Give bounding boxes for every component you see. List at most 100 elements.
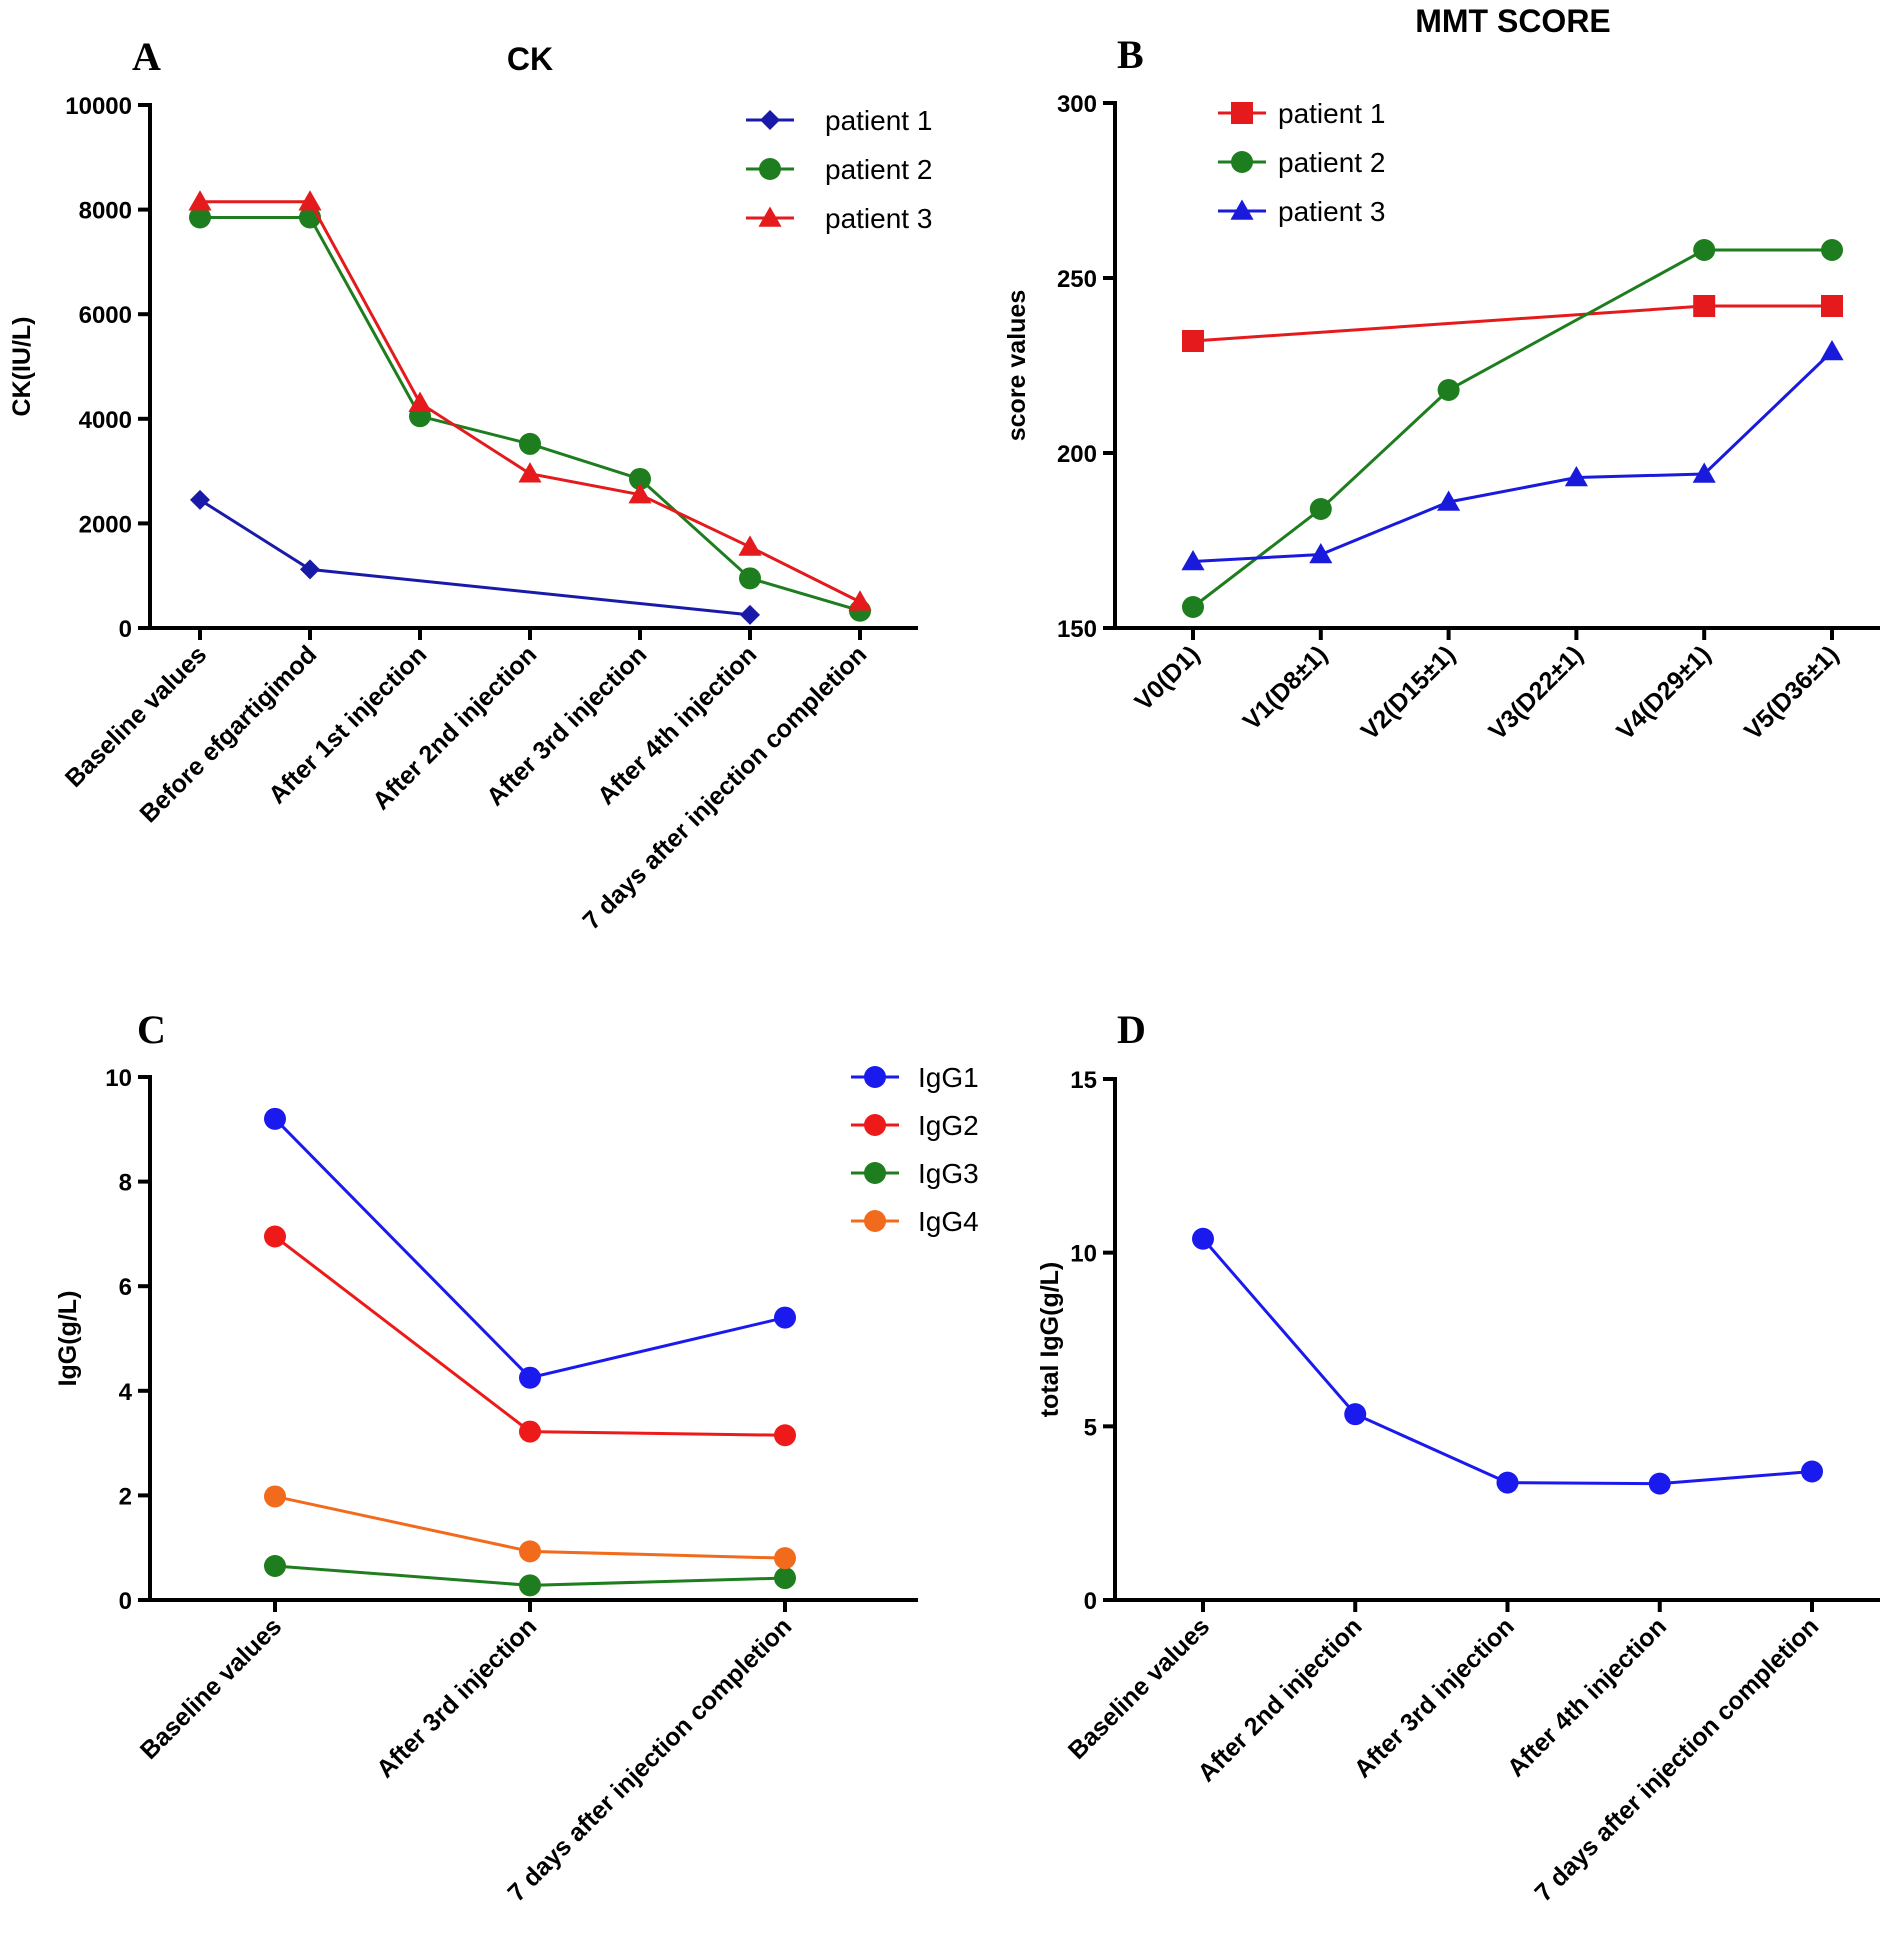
y-axis-title: score values (1003, 290, 1031, 442)
series-patient-1 (1182, 295, 1843, 352)
x-tick-label: After 4th injection (1502, 1612, 1672, 1782)
data-point (1309, 498, 1332, 520)
data-point (1181, 549, 1205, 571)
data-point (1309, 542, 1333, 564)
y-tick-label: 300 (1057, 91, 1097, 118)
data-point (519, 1540, 541, 1563)
x-tick-label: V3(D22±1) (1483, 640, 1588, 745)
y-tick-label: 0 (1084, 1588, 1097, 1615)
data-point (1692, 462, 1716, 483)
data-point (519, 1366, 541, 1389)
data-point (264, 1555, 286, 1578)
y-axis-title: CK(IU/L) (8, 317, 36, 417)
data-point (629, 467, 651, 490)
data-point (628, 483, 652, 504)
x-tick-label: Baseline values (135, 1612, 287, 1764)
y-tick-label: 6 (119, 1274, 132, 1301)
y-tick-label: 150 (1057, 616, 1097, 643)
series-line (1192, 248, 1832, 609)
data-point (1437, 490, 1461, 511)
x-tick-label: V5(D36±1) (1739, 640, 1844, 745)
legend-marker (760, 110, 780, 130)
series-total-igg (1192, 1227, 1823, 1495)
legend-label: patient 3 (825, 203, 932, 234)
y-tick-label: 0 (119, 616, 132, 643)
legend-item: IgG1 (851, 1062, 979, 1093)
data-point (1344, 1403, 1367, 1426)
panel-letter: B (1117, 32, 1144, 77)
legend-item: IgG4 (851, 1206, 979, 1237)
data-point (518, 462, 542, 483)
y-tick-label: 10 (1070, 1241, 1097, 1268)
legend-item: patient 1 (746, 105, 932, 136)
data-point (774, 1306, 796, 1329)
x-tick-label: 7 days after injection completion (502, 1612, 797, 1907)
data-point (264, 1107, 286, 1130)
y-axis-title: IgG(g/L) (54, 1291, 82, 1387)
y-tick-label: 4 (119, 1379, 133, 1406)
data-point (1496, 1471, 1519, 1494)
legend-label: patient 2 (1278, 147, 1385, 178)
data-point (264, 1485, 286, 1508)
legend-label: IgG1 (918, 1062, 979, 1093)
data-point (188, 190, 212, 211)
series-igg2 (264, 1225, 796, 1447)
x-tick-label: V2(D15±1) (1356, 640, 1461, 745)
panel-letter: A (132, 34, 161, 79)
legend-label: patient 3 (1278, 196, 1385, 227)
y-tick-label: 6000 (79, 302, 132, 329)
legend-marker (759, 158, 781, 180)
legend-item: patient 3 (746, 203, 932, 234)
y-tick-label: 8000 (79, 198, 132, 225)
series-line (1192, 304, 1832, 343)
panel-letter: D (1117, 1007, 1146, 1052)
chart-title: MMT SCORE (1415, 3, 1611, 39)
data-point (1182, 596, 1204, 618)
panel-letter: C (137, 1007, 166, 1052)
y-tick-label: 5 (1084, 1414, 1097, 1441)
data-point (1821, 295, 1843, 317)
series-patient-1 (190, 489, 760, 625)
series-line (273, 1117, 786, 1380)
legend-marker (864, 1114, 886, 1136)
data-point (1693, 239, 1716, 261)
legend: patient 1 patient 2 patient 3 (1218, 98, 1385, 227)
data-point (519, 1420, 541, 1443)
legend-item: patient 2 (746, 154, 932, 185)
legend-item: patient 2 (1218, 147, 1385, 178)
legend-item: patient 3 (1218, 196, 1385, 227)
legend-marker (1230, 199, 1254, 220)
y-tick-label: 4000 (79, 407, 132, 434)
series-patient-2 (189, 206, 871, 622)
data-point (1801, 1460, 1823, 1483)
x-tick-label: V4(D29±1) (1611, 640, 1716, 745)
data-point (300, 559, 320, 580)
x-tick-label: After 2nd injection (1193, 1612, 1368, 1787)
data-point (519, 432, 541, 455)
series-line (199, 498, 751, 617)
series-patient-3 (1181, 339, 1844, 571)
y-tick-label: 8 (119, 1170, 132, 1197)
legend-marker (864, 1066, 886, 1088)
data-point (774, 1567, 796, 1590)
data-point (1192, 1227, 1214, 1250)
legend-marker (1231, 151, 1253, 173)
data-point (1182, 330, 1204, 352)
series-igg1 (264, 1107, 796, 1389)
series-igg4 (264, 1485, 796, 1570)
y-tick-label: 10 (105, 1065, 132, 1092)
data-point (408, 391, 432, 412)
data-point (1564, 465, 1588, 487)
x-tick-label: 7 days after injection completion (1529, 1612, 1824, 1907)
data-point (1648, 1472, 1671, 1495)
x-tick-label: V1(D8±1) (1238, 640, 1333, 735)
legend-marker (864, 1162, 886, 1184)
series-patient-2 (1182, 239, 1843, 618)
data-point (190, 489, 210, 510)
y-tick-label: 2000 (79, 511, 132, 538)
legend-marker (864, 1210, 886, 1232)
y-tick-label: 0 (119, 1588, 132, 1615)
